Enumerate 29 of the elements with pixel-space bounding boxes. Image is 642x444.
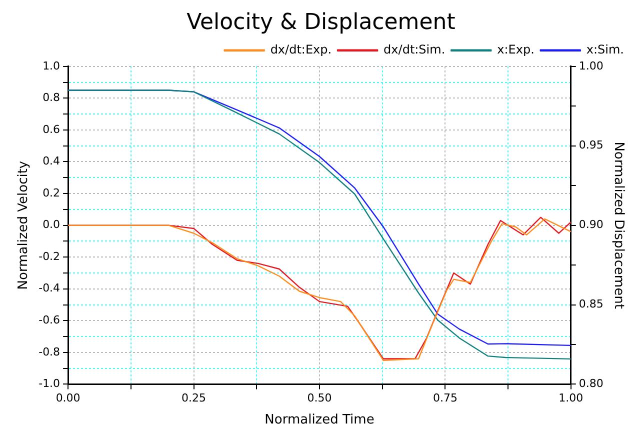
x-axis-title: Normalized Time [264, 412, 374, 428]
x-tick-label: 0.00 [56, 392, 80, 405]
y-tick-label: -0.8 [38, 345, 60, 358]
y-tick-label: 0.6 [42, 122, 60, 136]
y-tick-label: 1.0 [42, 59, 60, 72]
y2-tick-label: 0.85 [578, 298, 604, 311]
y2-tick-label: 0.90 [578, 218, 604, 232]
y-tick-label: -0.2 [38, 250, 60, 263]
legend-label: dx/dt:Exp. [270, 42, 332, 57]
x-tick-label: 0.75 [432, 392, 458, 405]
y2-tick-label: 0.95 [578, 138, 604, 152]
y-tick-label: 0.2 [42, 186, 60, 200]
legend-label: x:Sim. [586, 42, 624, 57]
y-tick-label: -1.0 [38, 377, 60, 390]
y-tick-label: 0.4 [42, 154, 60, 168]
y-tick-label: 0.8 [42, 91, 60, 104]
y-tick-label: -0.4 [38, 282, 60, 295]
y2-axis-title: Normalized Displacement [610, 142, 626, 309]
y2-tick-label: 1.00 [578, 59, 604, 72]
y2-tick-label: 0.80 [578, 377, 604, 390]
legend-label: dx/dt:Sim. [384, 42, 446, 57]
legend-label: x:Exp. [497, 42, 534, 57]
y-tick-label: -0.6 [38, 314, 60, 326]
x-tick-label: 1.00 [558, 392, 584, 405]
y-tick-label: 0.0 [42, 218, 60, 232]
y-axis-title: Normalized Velocity [16, 160, 32, 290]
x-tick-label: 0.25 [182, 392, 206, 405]
x-tick-label: 0.50 [307, 392, 332, 405]
chart-title: Velocity & Displacement [186, 10, 456, 35]
